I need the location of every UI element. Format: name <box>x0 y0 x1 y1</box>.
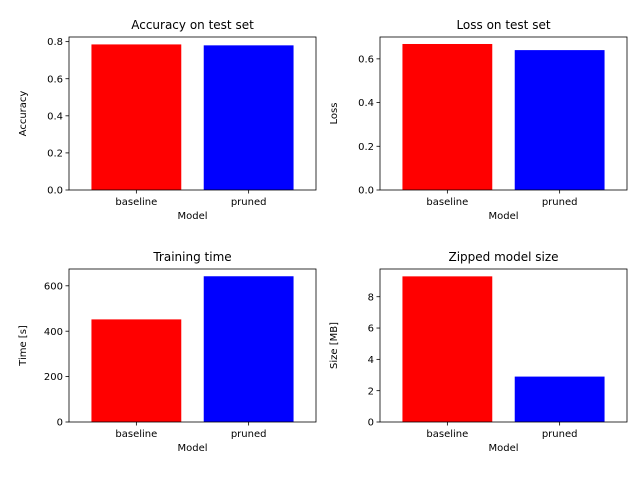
chart-panel-3: baseline pruned 0 200 400 600 Training time Mod… <box>18 250 317 454</box>
bar-pruned <box>514 376 605 422</box>
x-tick-label: pruned <box>542 429 578 440</box>
x-tick-label: baseline <box>426 429 468 440</box>
x-tick-label: baseline <box>426 197 468 208</box>
x-axis-label: Model <box>177 443 207 454</box>
x-tick-label: baseline <box>115 429 157 440</box>
y-tick-label: 2 <box>368 386 374 397</box>
plot-frame <box>379 36 628 191</box>
y-tick-label: 600 <box>44 281 63 292</box>
y-axis-label: Time [s] <box>18 325 29 367</box>
x-axis-label: Model <box>488 211 518 222</box>
y-tick-label: 0.8 <box>47 37 63 48</box>
bar-pruned <box>203 45 294 190</box>
x-tick-label: baseline <box>115 197 157 208</box>
chart-title: Zipped model size <box>448 250 558 264</box>
bar-baseline <box>402 43 493 190</box>
chart-title: Training time <box>152 250 231 264</box>
x-tick-label: pruned <box>542 197 578 208</box>
x-axis-label: Model <box>177 211 207 222</box>
bar-pruned <box>203 276 294 422</box>
x-tick-label: pruned <box>231 429 267 440</box>
y-tick-label: 0.0 <box>47 186 63 197</box>
y-tick-label: 0.2 <box>358 142 374 153</box>
y-tick-label: 8 <box>368 292 374 303</box>
x-tick-label: pruned <box>231 197 267 208</box>
y-tick-label: 6 <box>368 324 374 335</box>
bar-baseline <box>91 44 182 190</box>
chart-title: Loss on test set <box>456 18 550 32</box>
y-tick-label: 400 <box>44 327 63 338</box>
y-tick-label: 0.2 <box>47 149 63 160</box>
y-tick-label: 0.4 <box>47 111 63 122</box>
y-tick-label: 0 <box>57 418 63 429</box>
bar-pruned <box>514 50 605 190</box>
plot-frame <box>68 268 317 423</box>
y-axis-label: Size [MB] <box>329 322 340 369</box>
y-axis-label: Accuracy <box>18 91 29 137</box>
y-tick-label: 0.4 <box>358 98 374 109</box>
x-axis-label: Model <box>488 443 518 454</box>
chart-panel-1: baseline pruned 0.0 0.2 0.4 0.6 0.8 Accuracy on… <box>18 18 317 222</box>
y-axis-label: Loss <box>329 103 340 125</box>
plot-frame <box>379 268 628 423</box>
plot-frame <box>68 36 317 191</box>
chart-title: Accuracy on test set <box>131 18 254 32</box>
chart-panel-4: baseline pruned 0 2 4 6 8 Zipped model size Mode… <box>329 250 628 454</box>
y-tick-label: 0.6 <box>47 74 63 85</box>
bar-baseline <box>402 276 493 422</box>
y-tick-label: 4 <box>368 355 374 366</box>
chart-panel-2: baseline pruned 0.0 0.2 0.4 0.6 Loss on test s… <box>329 18 628 222</box>
y-tick-label: 0 <box>368 418 374 429</box>
y-tick-label: 200 <box>44 372 63 383</box>
y-tick-label: 0.0 <box>358 186 374 197</box>
bar-baseline <box>91 319 182 422</box>
y-tick-label: 0.6 <box>358 54 374 65</box>
